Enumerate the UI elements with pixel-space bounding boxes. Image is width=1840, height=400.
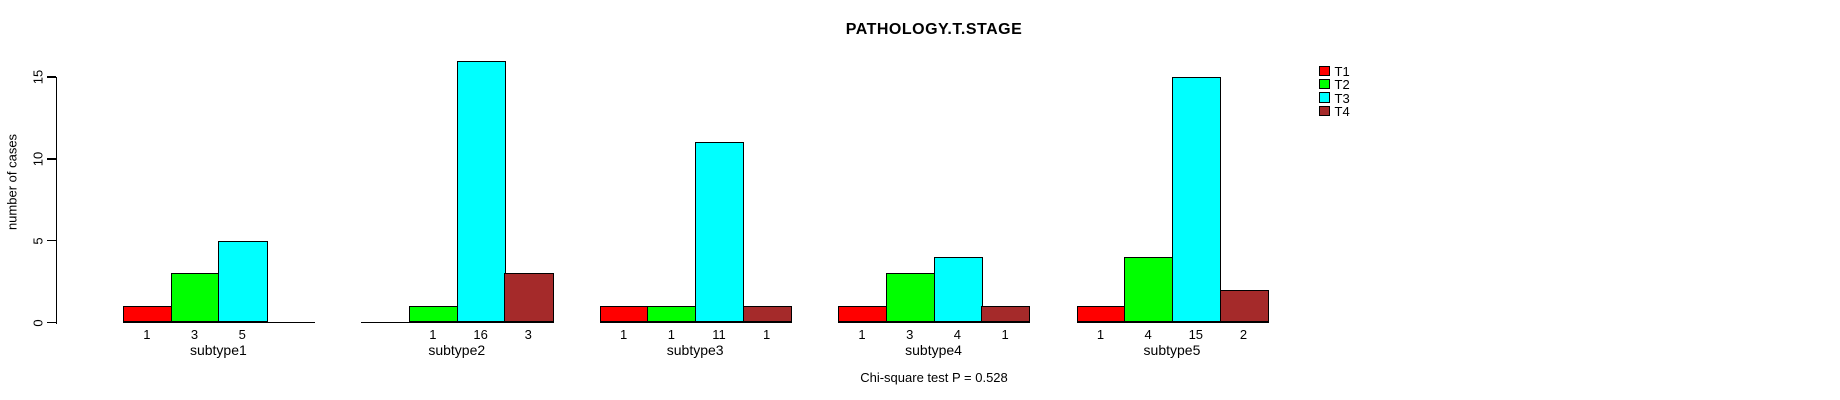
bar-count-label: 3 [190,326,199,342]
bar-count-label: 1 [1096,326,1105,342]
category-label-subtype5: subtype5 [1143,342,1201,358]
category-label-subtype2: subtype2 [428,342,486,358]
bar-count-label: 1 [1001,326,1009,342]
y-tick [46,158,56,160]
bar-count-label: 16 [473,326,488,342]
y-tick [46,76,56,78]
legend-swatch-T2 [1319,78,1330,90]
bar-T2-subtype1 [170,273,220,323]
bar-T3-subtype5 [1171,76,1222,323]
bar-T1-subtype4 [838,306,888,323]
chi-square-annotation: Chi-square test P = 0.528 [860,370,1008,385]
group-baseline [1076,321,1269,324]
bar-count-label: 11 [712,326,726,342]
y-tick-label: 5 [30,237,46,245]
legend-item-T2: T2 [1319,77,1379,93]
bar-T1-subtype5 [1076,306,1126,323]
bar-count-label: 15 [1188,326,1204,342]
bar-count-label: 1 [143,326,151,342]
bar-count-label: 5 [238,326,246,342]
bar-count-label: 1 [667,326,675,342]
y-tick-label: 0 [30,318,46,327]
bar-count-label: 4 [953,326,962,342]
group-baseline [123,321,316,324]
group-baseline [361,321,554,324]
y-tick [46,321,56,324]
y-tick-label: 10 [30,151,46,167]
legend-item-T1: T1 [1319,64,1379,79]
y-axis-label: number of cases [4,133,20,231]
bar-T2-subtype5 [1124,257,1174,323]
bar-count-label: 2 [1239,326,1248,342]
bar-T2-subtype3 [647,306,697,323]
bar-T4-subtype3 [742,306,792,323]
legend-swatch-T1 [1319,65,1330,76]
legend-item-T3: T3 [1319,92,1379,105]
y-axis-line [55,76,57,324]
legend-label-T3: T3 [1334,90,1350,106]
legend-label-T4: T4 [1334,104,1350,120]
bar-T3-subtype4 [933,257,983,323]
group-baseline [599,321,793,324]
y-tick-label: 15 [30,69,46,85]
bar-count-label: 4 [1144,326,1152,342]
bar-T2-subtype2 [409,306,459,323]
legend-item-T4: T4 [1319,104,1379,120]
bar-T3-subtype3 [695,142,745,323]
y-tick [46,239,56,242]
bar-count-label: 3 [524,326,532,342]
legend-swatch-T4 [1319,105,1330,117]
category-label-subtype4: subtype4 [905,342,962,358]
chart-title: PATHOLOGY.T.STAGE [845,21,1023,38]
bar-T4-subtype2 [504,273,554,323]
bar-T3-subtype2 [456,60,506,323]
bar-T2-subtype4 [885,273,936,323]
category-label-subtype1: subtype1 [189,342,247,358]
bar-T3-subtype1 [218,240,268,323]
bar-T1-subtype1 [123,306,173,323]
legend-swatch-T3 [1319,92,1330,103]
bar-count-label: 1 [620,326,628,342]
bar-T1-subtype3 [599,306,649,323]
legend-label-T2: T2 [1334,77,1350,93]
legend-label-T1: T1 [1334,64,1350,79]
bar-count-label: 1 [429,326,437,342]
bar-count-label: 1 [858,326,866,342]
bar-count-label: 1 [763,326,771,342]
category-label-subtype3: subtype3 [666,342,724,358]
bar-count-label: 3 [906,326,914,342]
group-baseline [838,321,1031,324]
bar-T4-subtype4 [981,306,1031,323]
bar-T4-subtype5 [1219,289,1269,323]
